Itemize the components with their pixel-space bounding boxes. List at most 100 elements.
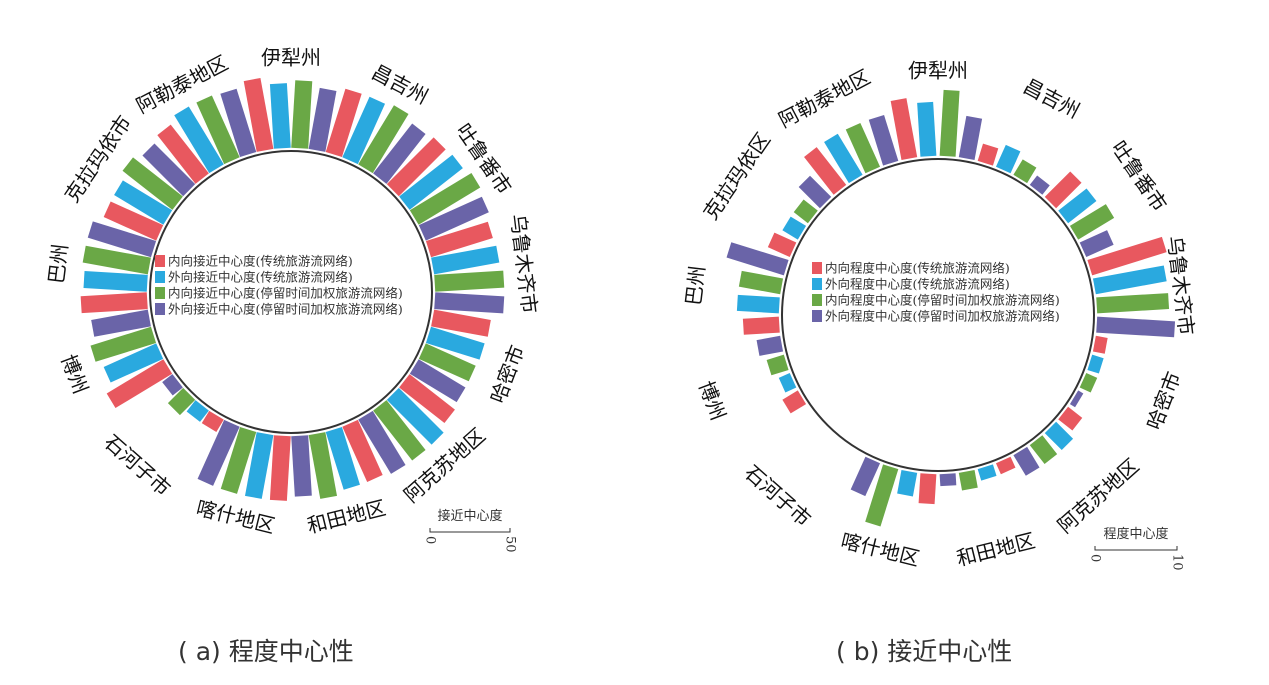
bar-1-10-3: [726, 242, 789, 276]
bar-1-7-2: [865, 464, 899, 527]
bar-0-11-1: [114, 180, 173, 225]
caption-b: ( b) 接近中心性: [836, 637, 1013, 666]
bar-0-3-2: [434, 270, 505, 292]
bar-0-3-1: [431, 245, 500, 275]
bar-0-4-2: [418, 343, 476, 382]
bar-0-12-3: [220, 88, 257, 158]
bar-0-11-0: [103, 201, 164, 241]
category-label-1-1: 昌吉州: [1019, 74, 1083, 123]
bar-1-2-3: [1079, 230, 1114, 258]
bar-0-7-3: [197, 419, 240, 486]
bar-0-5-0: [399, 374, 455, 424]
legend-label-1-0: 内向程度中心度(传统旅游流网络): [825, 261, 1010, 276]
bar-1-9-1: [778, 372, 797, 393]
bar-0-2-2: [409, 172, 481, 225]
legend-swatch-1-2: [812, 294, 822, 306]
legend-swatch-0-1: [155, 271, 165, 283]
category-label-1-4: 哈密市: [1142, 368, 1186, 433]
bar-1-0-2: [939, 89, 960, 157]
bar-1-9-3: [756, 335, 784, 356]
bar-1-2-1: [1058, 188, 1097, 224]
bar-1-12-3: [868, 114, 899, 166]
bar-1-6-3: [939, 473, 957, 487]
scale-tick-0-1: 50: [503, 536, 518, 553]
legend-label-1-1: 外向程度中心度(传统旅游流网络): [825, 277, 1010, 292]
legend-swatch-0-3: [155, 303, 165, 315]
bar-1-11-2: [793, 199, 818, 224]
bar-0-3-3: [434, 292, 505, 314]
radial-bar-chart-b: 伊犁州昌吉州吐鲁番市乌鲁木齐市哈密市阿克苏地区和田地区喀什地区石河子市博州巴州克…: [681, 59, 1199, 571]
bar-0-5-2: [373, 400, 426, 461]
bar-1-12-0: [804, 147, 847, 195]
scale-bar-0: [429, 528, 511, 533]
bar-0-10-1: [83, 270, 148, 292]
bar-1-12-1: [824, 133, 863, 184]
category-label-1-12: 阿勒泰地区: [775, 65, 875, 133]
radial-bar-chart-a: 伊犁州昌吉州吐鲁番市乌鲁木齐市哈密市阿克苏地区和田地区喀什地区石河子市博州巴州克…: [44, 46, 542, 553]
bar-1-10-1: [736, 294, 780, 314]
bar-1-7-3: [850, 456, 881, 497]
bar-1-11-1: [782, 216, 807, 240]
legend-swatch-1-3: [812, 310, 822, 322]
bar-0-10-0: [80, 292, 148, 314]
bar-0-7-0: [269, 435, 291, 501]
bar-0-2-3: [418, 196, 489, 241]
category-label-0-9: 博州: [56, 351, 93, 397]
category-label-1-9: 博州: [694, 378, 731, 424]
bar-0-11-2: [122, 157, 183, 210]
category-label-1-2: 吐鲁番市: [1107, 136, 1172, 215]
bar-0-7-2: [220, 426, 257, 494]
bar-0-6-2: [308, 432, 337, 499]
bar-1-3-0: [1087, 236, 1167, 276]
bar-1-11-0: [767, 232, 797, 258]
bar-1-0-3: [958, 115, 983, 161]
category-label-0-10: 巴州: [44, 242, 73, 285]
bar-1-7-0: [918, 473, 937, 505]
bar-1-4-0: [1092, 335, 1108, 354]
scale-title-1: 程度中心度: [1103, 526, 1168, 542]
category-label-0-8: 石河子市: [100, 430, 176, 501]
bar-1-11-3: [798, 175, 832, 209]
bar-0-5-1: [386, 387, 444, 445]
bar-1-1-1: [995, 144, 1021, 174]
scale-tick-1-0: 0: [1088, 554, 1103, 562]
bar-1-9-2: [766, 354, 789, 376]
bar-0-4-0: [431, 309, 491, 337]
bar-1-0-1: [917, 101, 937, 157]
bar-1-3-1: [1092, 265, 1167, 295]
bar-1-0-0: [890, 98, 918, 161]
bar-0-9-2: [90, 326, 157, 362]
bar-1-5-0: [1058, 406, 1083, 431]
bar-1-4-2: [1079, 372, 1098, 393]
legend-label-1-3: 外向程度中心度(停留时间加权旅游流网络): [825, 309, 1060, 324]
category-label-0-7: 喀什地区: [194, 496, 277, 538]
category-label-1-7: 喀什地区: [838, 528, 921, 570]
bar-0-3-0: [425, 221, 493, 258]
bar-0-9-0: [106, 359, 173, 409]
bar-0-8-3: [162, 374, 183, 396]
bar-0-10-3: [87, 221, 157, 258]
category-label-1-8: 石河子市: [740, 460, 816, 531]
caption-a: ( a) 程度中心性: [178, 637, 354, 666]
legend-label-1-2: 内向程度中心度(停留时间加权旅游流网络): [825, 293, 1060, 308]
bar-1-4-1: [1087, 354, 1104, 374]
bar-0-0-0: [243, 78, 274, 152]
category-label-0-3: 乌鲁木齐市: [506, 213, 542, 315]
legend-swatch-1-1: [812, 278, 822, 290]
bar-1-3-3: [1096, 316, 1176, 338]
bar-0-8-0: [201, 410, 224, 432]
category-label-1-11: 克拉玛依区: [699, 128, 776, 224]
bar-0-1-2: [358, 105, 409, 174]
bar-0-11-3: [142, 143, 196, 197]
category-label-1-6: 和田地区: [954, 528, 1037, 570]
bar-1-2-2: [1069, 204, 1115, 240]
bar-0-1-1: [342, 96, 386, 165]
bar-1-1-0: [977, 143, 999, 166]
category-label-0-0: 伊犁州: [261, 46, 321, 70]
bar-1-6-0: [995, 456, 1016, 475]
legend-swatch-0-0: [155, 255, 165, 267]
bar-1-6-2: [958, 469, 978, 491]
bar-0-12-1: [174, 106, 224, 174]
bar-0-10-2: [82, 245, 151, 275]
